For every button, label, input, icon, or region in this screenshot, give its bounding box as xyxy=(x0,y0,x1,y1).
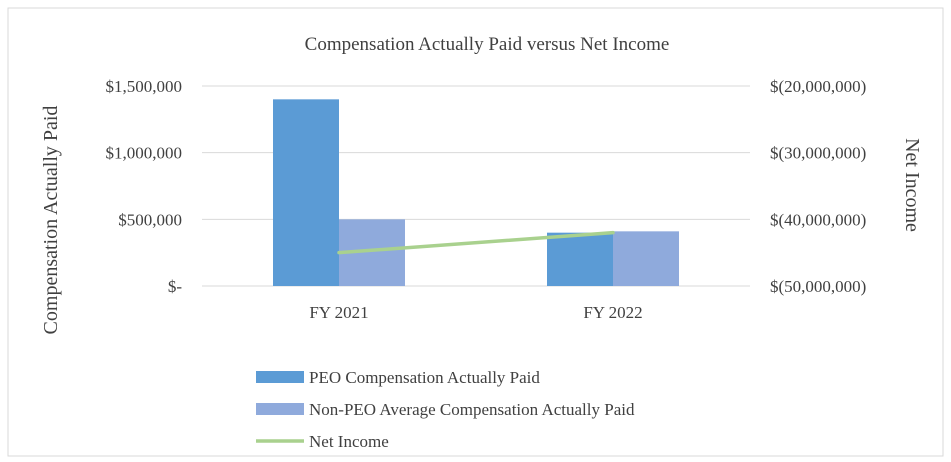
legend: PEO Compensation Actually Paid Non-PEO Av… xyxy=(256,368,635,451)
bar xyxy=(273,99,339,286)
x-axis-ticks: FY 2021 FY 2022 xyxy=(309,303,642,322)
chart-frame xyxy=(7,7,944,457)
y2-tick-label: $(20,000,000) xyxy=(770,77,866,96)
legend-label: PEO Compensation Actually Paid xyxy=(309,368,540,387)
y-tick-label: $- xyxy=(168,277,183,296)
left-axis-ticks: $- $500,000 $1,000,000 $1,500,000 xyxy=(106,77,183,296)
bar xyxy=(613,231,679,286)
legend-label: Non-PEO Average Compensation Actually Pa… xyxy=(309,400,635,419)
y-tick-label: $1,000,000 xyxy=(106,144,183,163)
bars xyxy=(273,99,679,286)
lines xyxy=(337,230,615,255)
y2-tick-label: $(40,000,000) xyxy=(770,210,866,229)
y-tick-label: $1,500,000 xyxy=(106,77,183,96)
y2-axis-label: Net Income xyxy=(901,138,923,232)
legend-swatch xyxy=(256,371,304,383)
y2-tick-label: $(50,000,000) xyxy=(770,277,866,296)
right-axis-ticks: $(50,000,000) $(40,000,000) $(30,000,000) $… xyxy=(770,77,866,296)
legend-label: Net Income xyxy=(309,432,389,451)
x-tick-label: FY 2022 xyxy=(583,303,642,322)
legend-swatch xyxy=(256,403,304,415)
y-axis-label: Compensation Actually Paid xyxy=(40,106,62,335)
y2-tick-label: $(30,000,000) xyxy=(770,144,866,163)
x-tick-label: FY 2021 xyxy=(309,303,368,322)
chart-title: Compensation Actually Paid versus Net In… xyxy=(305,34,670,55)
y-tick-label: $500,000 xyxy=(118,210,182,229)
series-line xyxy=(337,230,615,255)
bar xyxy=(547,232,613,286)
